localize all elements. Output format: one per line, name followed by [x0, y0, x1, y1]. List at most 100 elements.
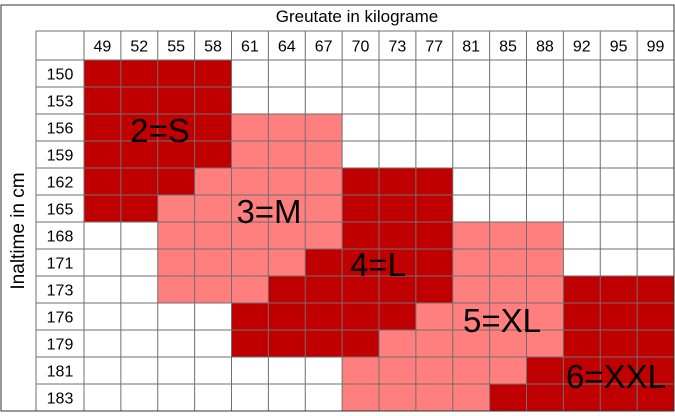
cell-size-s — [120, 114, 158, 141]
cell-empty — [415, 141, 453, 168]
height-label: 159 — [47, 148, 74, 165]
height-label: 168 — [47, 229, 74, 246]
cell-size-m — [231, 222, 269, 249]
cell-size-xl — [489, 276, 527, 303]
cell-size-l — [342, 222, 379, 249]
cell-empty — [415, 87, 453, 114]
height-label: 165 — [47, 202, 74, 219]
cell-size-xxl — [637, 384, 674, 411]
cell-size-l — [415, 276, 453, 303]
cell-empty — [452, 60, 490, 87]
cell-size-xxl — [563, 384, 601, 411]
cell-empty — [231, 384, 269, 411]
cell-size-m — [157, 222, 195, 249]
cell-size-l — [342, 303, 379, 330]
weight-header: 81 — [462, 39, 480, 56]
cell-size-m — [157, 195, 195, 222]
cell-empty — [379, 87, 416, 114]
cell-empty — [305, 357, 343, 384]
cell-size-l — [415, 222, 453, 249]
cell-empty — [415, 60, 453, 87]
cell-empty — [563, 141, 601, 168]
cell-size-m — [194, 222, 232, 249]
size-label-m: 3=M — [236, 193, 301, 230]
cell-size-xl — [489, 303, 527, 330]
height-label: 150 — [47, 67, 74, 84]
cell-size-xl — [489, 330, 527, 357]
cell-size-l — [305, 303, 343, 330]
height-label: 183 — [47, 391, 74, 408]
cell-empty — [489, 141, 527, 168]
cell-size-m — [268, 249, 306, 276]
cell-empty — [194, 384, 232, 411]
cell-size-xxl — [563, 330, 601, 357]
table-title: Greutate in kilograme — [276, 7, 439, 26]
cell-empty — [563, 222, 601, 249]
cell-empty — [600, 114, 638, 141]
cell-size-xl — [342, 357, 379, 384]
weight-header: 95 — [610, 39, 628, 56]
cell-size-xl — [526, 303, 564, 330]
weight-header: 64 — [278, 39, 296, 56]
cell-size-l — [342, 195, 379, 222]
cell-size-s — [120, 195, 158, 222]
cell-size-m — [157, 276, 195, 303]
weight-header: 52 — [130, 39, 148, 56]
cell-empty — [342, 114, 379, 141]
cell-size-xl — [379, 384, 416, 411]
weight-header: 49 — [94, 39, 112, 56]
cell-empty — [452, 195, 490, 222]
cell-size-l — [268, 330, 306, 357]
cell-size-m — [305, 195, 343, 222]
height-label: 153 — [47, 94, 74, 111]
height-axis-label: Inaltime in cm — [8, 172, 29, 289]
cell-size-xxl — [526, 384, 564, 411]
cell-empty — [563, 168, 601, 195]
cell-empty — [84, 384, 121, 411]
cell-empty — [452, 114, 490, 141]
cell-size-m — [231, 114, 269, 141]
cell-size-l — [231, 303, 269, 330]
cell-empty — [305, 384, 343, 411]
cell-empty — [637, 195, 674, 222]
cell-empty — [157, 303, 195, 330]
cell-empty — [600, 141, 638, 168]
cell-empty — [600, 222, 638, 249]
cell-empty — [600, 168, 638, 195]
size-label-s: 2=S — [130, 112, 190, 149]
cell-empty — [637, 60, 674, 87]
cell-size-xxl — [563, 276, 601, 303]
cell-size-xl — [415, 357, 453, 384]
cell-empty — [526, 114, 564, 141]
cell-empty — [600, 60, 638, 87]
cell-empty — [231, 60, 269, 87]
weight-header: 70 — [352, 39, 370, 56]
weight-header: 73 — [389, 39, 407, 56]
cell-empty — [231, 87, 269, 114]
size-label-xxl: 6=XXL — [566, 358, 666, 395]
cell-size-xl — [526, 276, 564, 303]
cell-empty — [268, 60, 306, 87]
cell-size-xl — [379, 357, 416, 384]
cell-empty — [526, 168, 564, 195]
cell-empty — [305, 60, 343, 87]
cell-empty — [637, 168, 674, 195]
cell-size-s — [157, 141, 195, 168]
table-outer-border — [0, 4, 675, 412]
cell-size-s — [120, 87, 158, 114]
cell-empty — [489, 87, 527, 114]
weight-header: 85 — [499, 39, 517, 56]
size-label-l: 4=L — [350, 246, 406, 283]
cell-size-s — [194, 60, 232, 87]
cell-size-l — [415, 168, 453, 195]
cell-size-l — [379, 195, 416, 222]
cell-size-m — [268, 168, 306, 195]
cell-size-s — [194, 87, 232, 114]
cell-empty — [194, 330, 232, 357]
cell-empty — [84, 276, 121, 303]
cell-empty — [120, 249, 158, 276]
cell-size-xl — [452, 303, 490, 330]
height-label: 176 — [47, 310, 74, 327]
cell-size-m — [305, 114, 343, 141]
cell-empty — [342, 87, 379, 114]
